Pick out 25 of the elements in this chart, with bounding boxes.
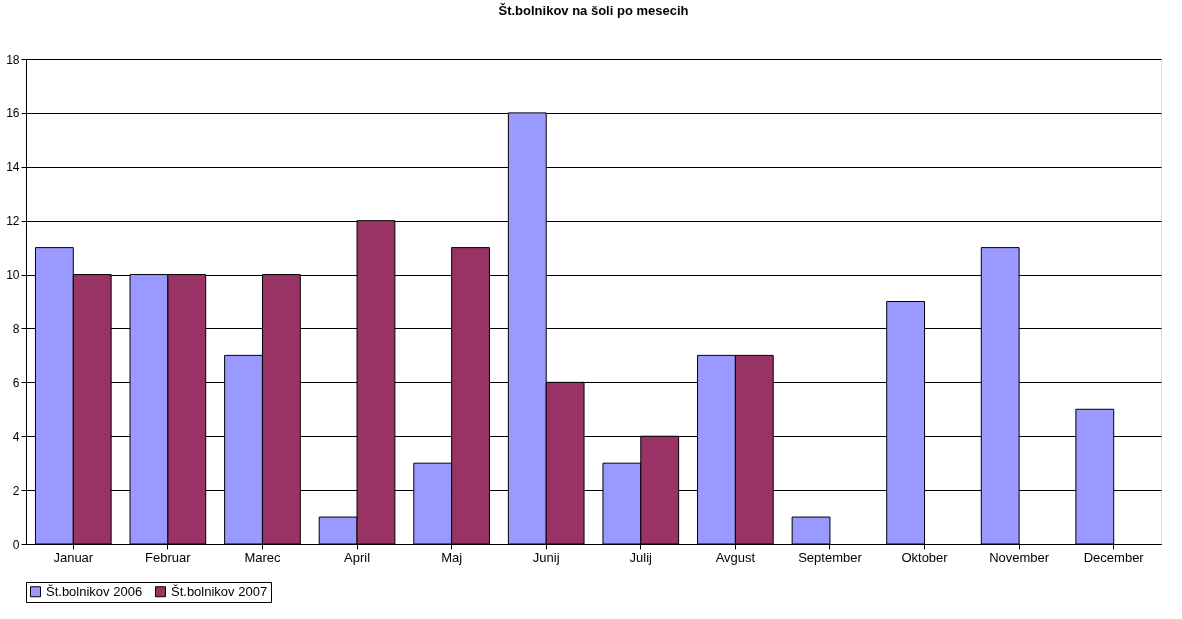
x-tick-label: Januar: [53, 549, 94, 565]
x-tick-label: November: [989, 549, 1050, 565]
chart-title: Št.bolnikov na šoli po mesecih: [498, 3, 689, 18]
y-tick-label: 8: [12, 321, 20, 336]
x-tick-label: December: [1083, 549, 1145, 565]
y-tick-label: 0: [12, 537, 20, 552]
x-tick-label: Oktober: [901, 549, 949, 565]
y-tick-label: 14: [6, 160, 20, 175]
x-tick-label: Februar: [145, 549, 192, 565]
legend-label: Št.bolnikov 2007: [171, 583, 268, 599]
x-tick-label: Julij: [629, 549, 653, 565]
x-tick-label: September: [798, 549, 863, 565]
y-tick-label: 4: [12, 429, 20, 444]
x-tick-label: Avgust: [715, 549, 756, 565]
y-tick-label: 6: [12, 375, 20, 390]
y-tick-label: 12: [6, 214, 20, 229]
x-tick-label: Marec: [244, 549, 282, 565]
x-tick-label: Junij: [532, 549, 560, 565]
y-tick-label: 18: [6, 52, 20, 67]
y-tick-label: 2: [12, 483, 20, 498]
y-tick-label: 10: [6, 268, 20, 283]
x-tick-label: Maj: [441, 549, 463, 565]
legend-label: Št.bolnikov 2006: [46, 583, 143, 599]
x-tick-label: April: [344, 549, 371, 565]
y-tick-label: 16: [6, 106, 20, 121]
